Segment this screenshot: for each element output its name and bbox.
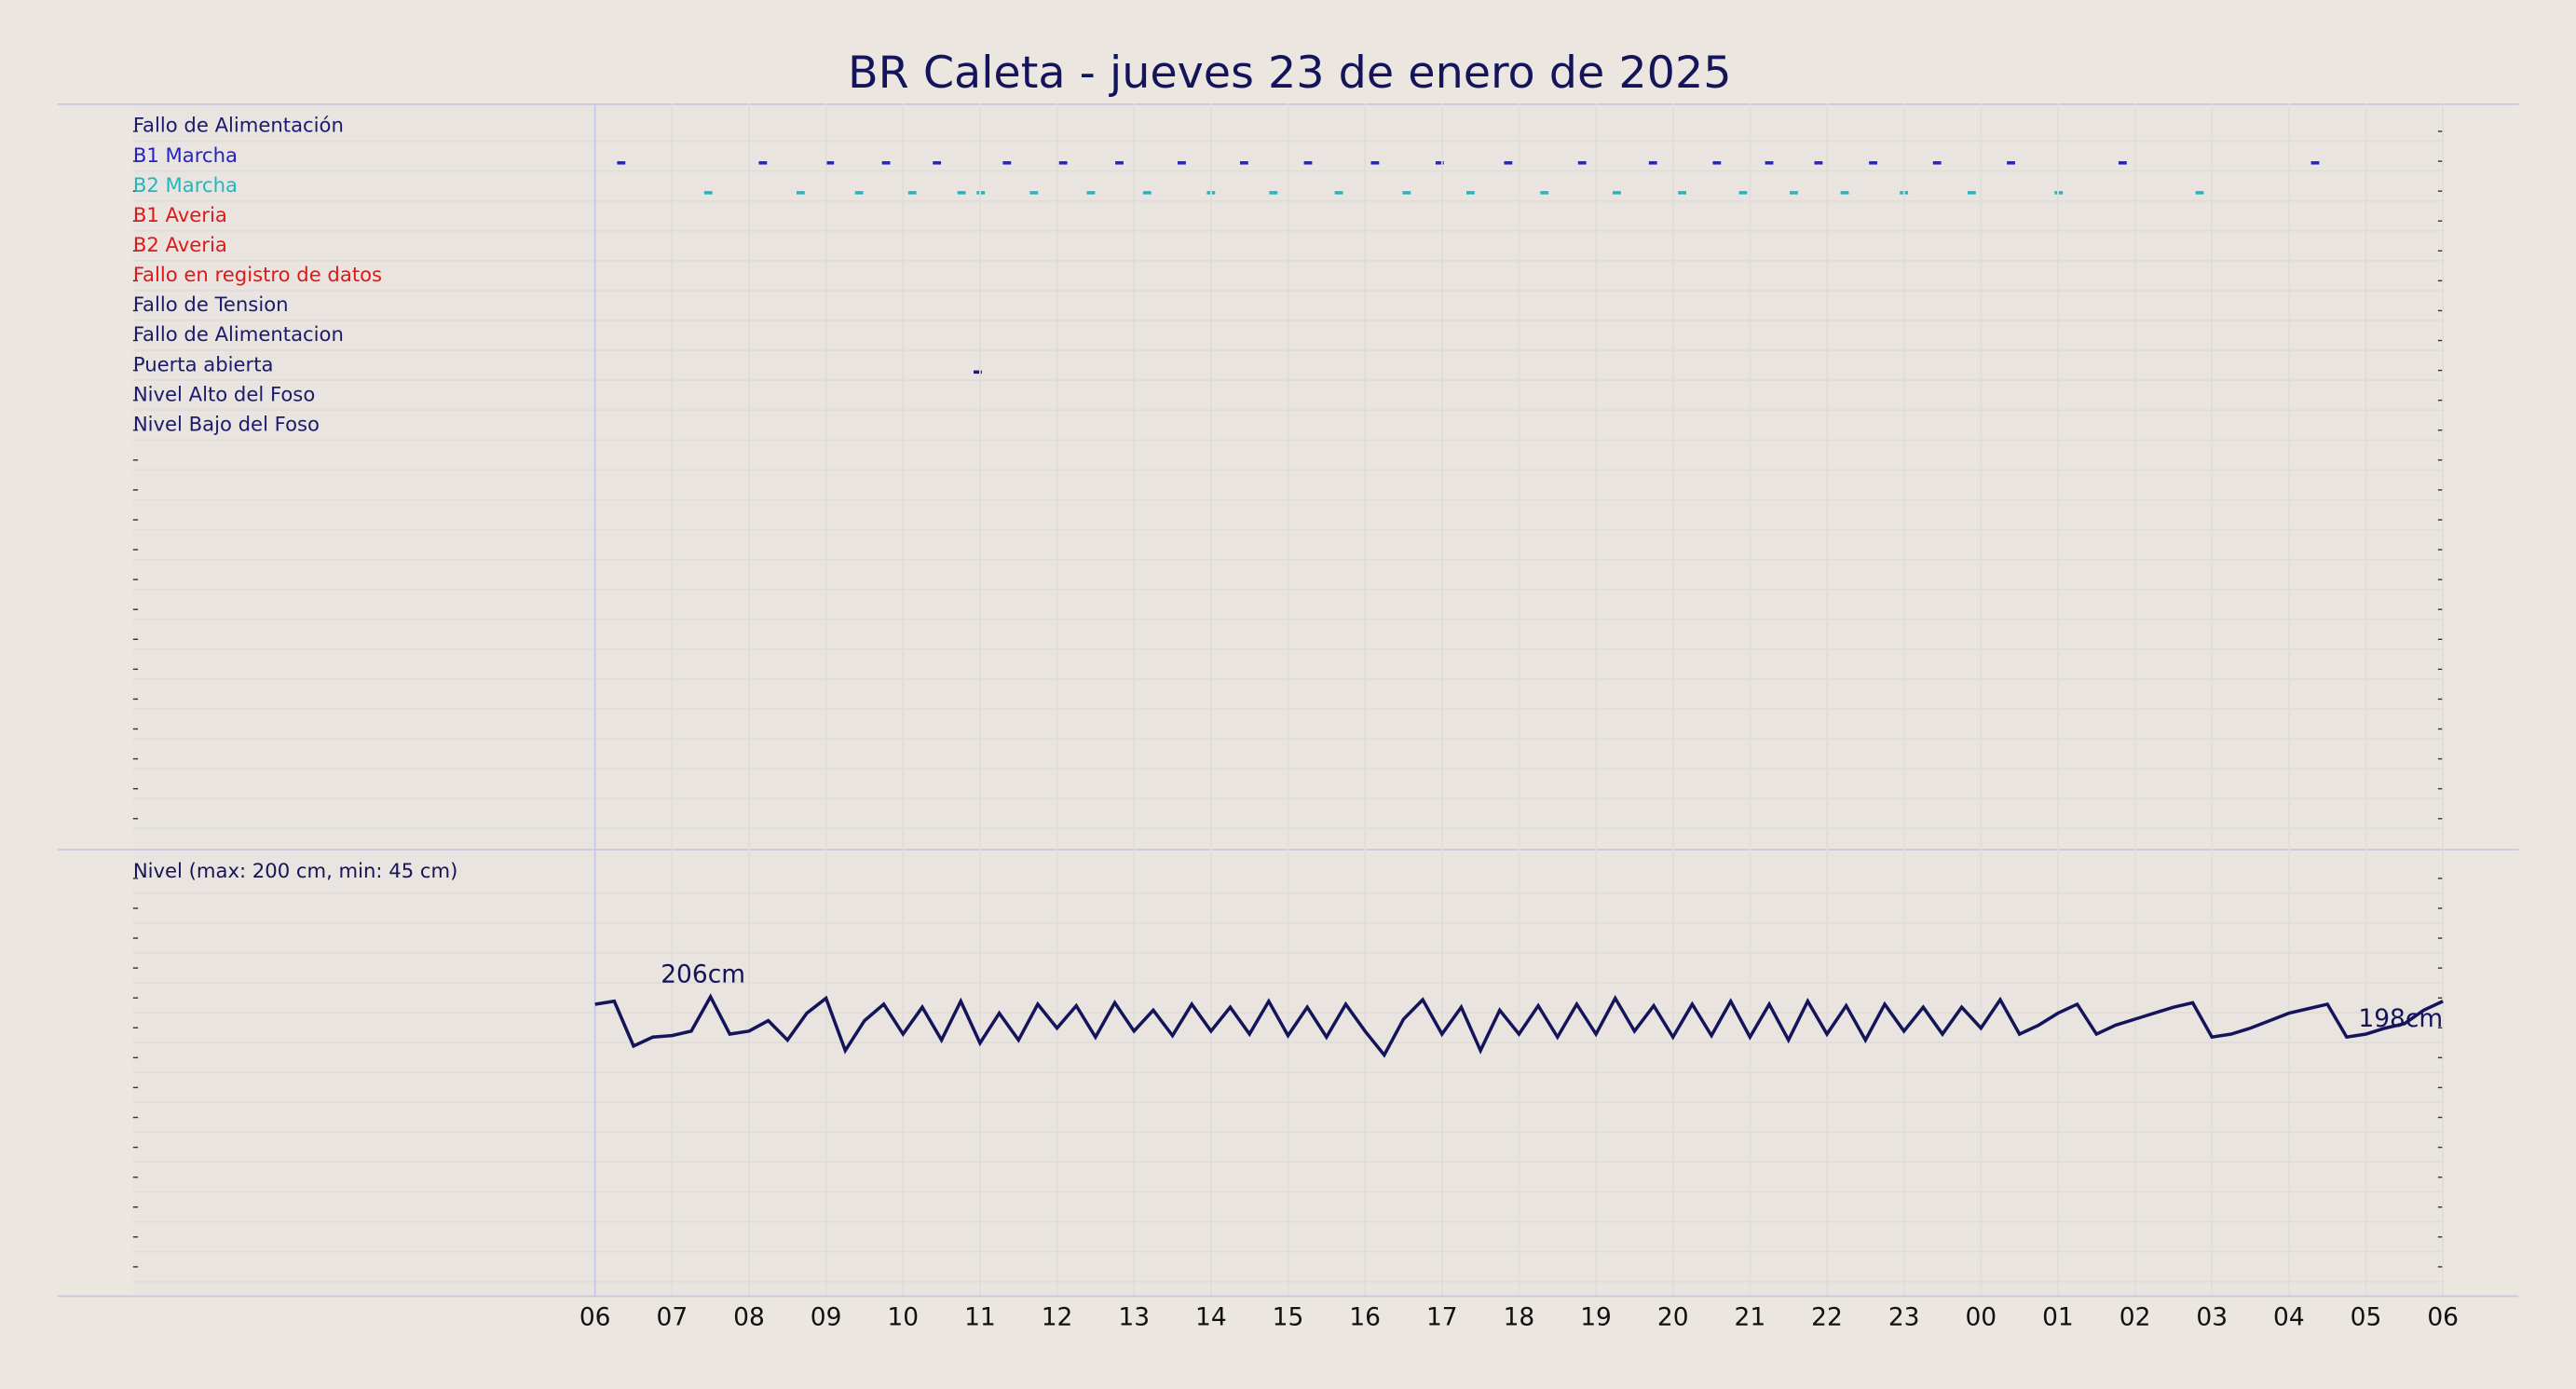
- panel-title: Nivel (max: 200 cm, min: 45 cm): [133, 859, 458, 882]
- row-label: B1 Marcha: [133, 143, 238, 167]
- x-tick-label: 07: [657, 1303, 688, 1332]
- x-tick-label: 23: [1888, 1303, 1920, 1332]
- x-tick-label: 16: [1349, 1303, 1381, 1332]
- x-tick-label: 15: [1273, 1303, 1304, 1332]
- x-tick-label: 13: [1118, 1303, 1150, 1332]
- row-label: Fallo de Tension: [133, 293, 289, 316]
- row-label: B2 Averia: [133, 233, 227, 256]
- level-line: [594, 993, 2444, 1058]
- x-tick-label: 10: [887, 1303, 919, 1332]
- row-label: Fallo en registro de datos: [133, 263, 382, 286]
- x-tick-label: 22: [1811, 1303, 1843, 1332]
- chart-title: BR Caleta - jueves 23 de enero de 2025: [848, 48, 1732, 99]
- row-label: Fallo de Alimentacion: [133, 322, 344, 346]
- x-tick-label: 11: [964, 1303, 996, 1332]
- x-tick-label: 06: [2427, 1303, 2459, 1332]
- row-label: Nivel Alto del Foso: [133, 382, 315, 405]
- x-tick-label: 02: [2119, 1303, 2151, 1332]
- x-tick-label: 09: [811, 1303, 842, 1332]
- x-tick-label: 17: [1426, 1303, 1458, 1332]
- row-label: Puerta abierta: [133, 352, 274, 375]
- x-tick-label: 00: [1965, 1303, 1997, 1332]
- row-label: B2 Marcha: [133, 173, 238, 197]
- annotation: 206cm: [661, 960, 745, 988]
- x-tick-label: 01: [2042, 1303, 2074, 1332]
- annotation: 198cm: [2358, 1004, 2443, 1033]
- x-tick-label: 20: [1657, 1303, 1689, 1332]
- x-tick-label: 06: [579, 1303, 611, 1332]
- row-label: Fallo de Alimentación: [133, 114, 344, 137]
- x-tick-label: 14: [1195, 1303, 1227, 1332]
- x-tick-label: 18: [1504, 1303, 1535, 1332]
- x-tick-label: 05: [2351, 1303, 2382, 1332]
- row-label: Nivel Bajo del Foso: [133, 412, 320, 435]
- x-tick-label: 03: [2196, 1303, 2228, 1332]
- x-tick-label: 21: [1735, 1303, 1766, 1332]
- x-tick-label: 04: [2273, 1303, 2305, 1332]
- x-tick-label: 08: [733, 1303, 765, 1332]
- x-tick-label: 12: [1042, 1303, 1073, 1332]
- row-label: B1 Averia: [133, 203, 227, 226]
- x-tick-label: 19: [1580, 1303, 1612, 1332]
